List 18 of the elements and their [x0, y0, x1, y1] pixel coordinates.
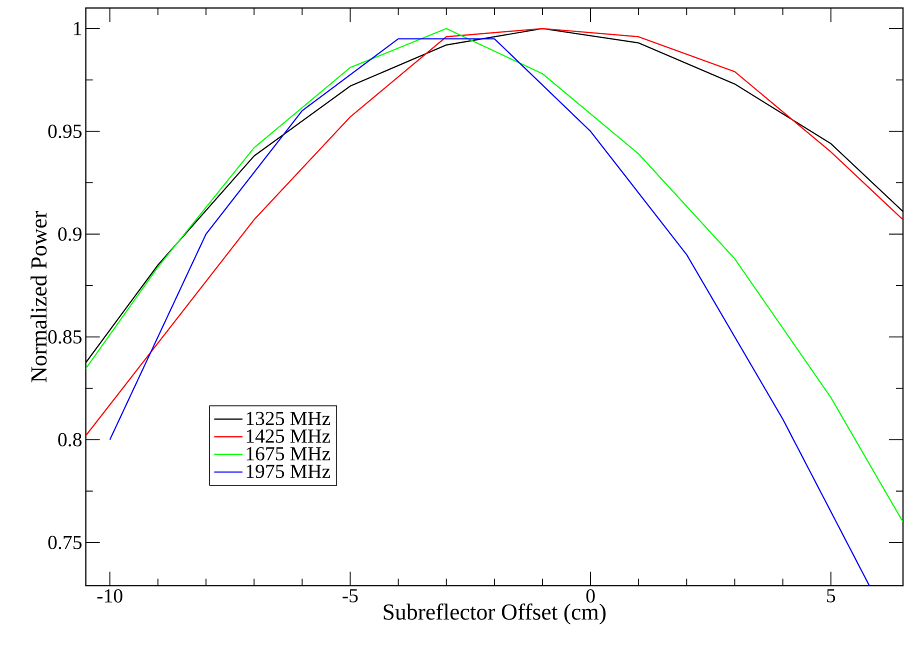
line-series [86, 28, 904, 523]
y-tick-label: 0.9 [58, 228, 82, 242]
x-axis-title: Subreflector Offset (cm) [384, 604, 606, 625]
line-series [109, 38, 870, 586]
x-tick-label: -5 [342, 589, 358, 603]
y-tick-label: 0.75 [48, 536, 82, 550]
x-tick-label: 0 [586, 589, 595, 603]
legend-label: 1425 MHz [246, 430, 330, 444]
y-tick-label: 0.8 [58, 433, 82, 447]
y-axis-title: Normalized Power [30, 211, 47, 382]
y-tick-label: 0.85 [48, 330, 82, 344]
y-tick-label: 1 [74, 22, 82, 36]
legend-label: 1325 MHz [246, 412, 330, 426]
x-tick-label: 5 [827, 589, 836, 603]
x-tick-label: -10 [97, 589, 122, 603]
y-tick-label: 0.95 [48, 124, 82, 138]
legend-label: 1675 MHz [246, 447, 330, 461]
legend-label: 1975 MHz [246, 464, 330, 478]
